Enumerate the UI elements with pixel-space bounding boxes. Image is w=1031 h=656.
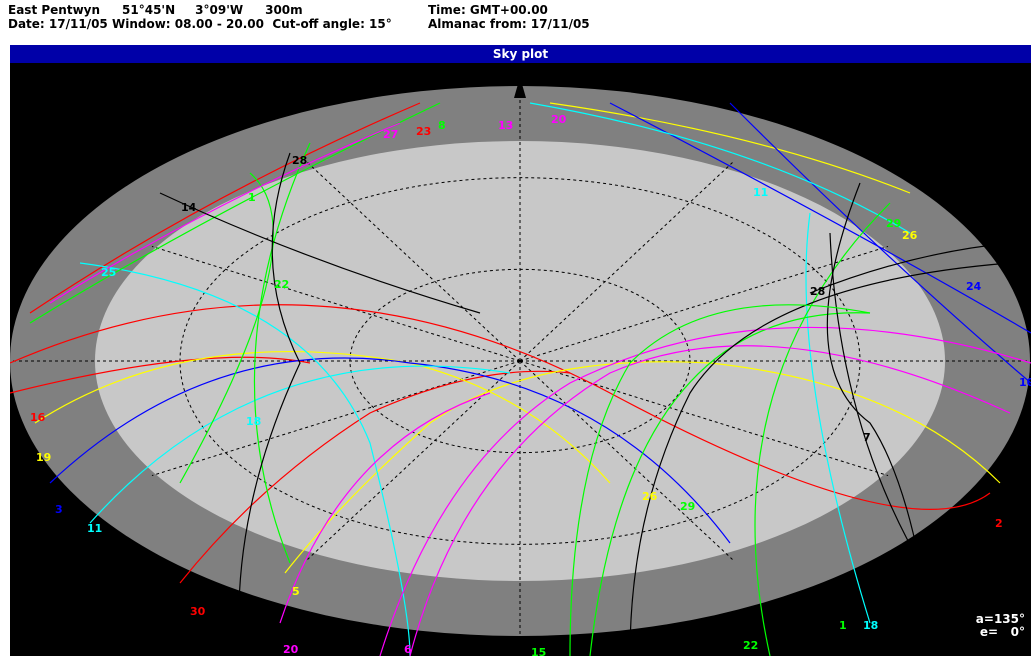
azimuth-spoke-120 — [519, 360, 889, 477]
satellite-label-14: 14 — [940, 574, 956, 587]
satellite-label-26: 26 — [642, 490, 658, 503]
sky-plot-title: Sky plot — [10, 45, 1031, 63]
satellite-label-19: 19 — [36, 451, 51, 464]
satellite-track-21-27 — [629, 262, 1011, 656]
satellite-track-23-3 — [29, 102, 421, 314]
satellite-track-22-16 — [589, 312, 871, 656]
satellite-track-8-18 — [29, 102, 441, 324]
satellite-label-22: 22 — [274, 278, 289, 291]
sky-plot-panel: Sky plot 27 23 8 13 20 28 1 14 25 22 11 29 26 24 28 10 1… — [10, 45, 1031, 656]
satellite-label-5: 5 — [292, 585, 300, 598]
header-line-1: East Pentwyn 51°45'N 3°09'W 300m — [8, 3, 303, 17]
longitude: 3°09'W — [195, 3, 244, 17]
satellite-track-14-24 — [159, 192, 481, 314]
window-label: Window: 08.00 - 20.00 — [111, 17, 265, 31]
satellite-track-25-11 — [79, 262, 411, 656]
satellite-track-2-0 — [10, 304, 991, 510]
satellite-label-15: 15 — [531, 646, 546, 656]
azimuth-spoke-330 — [307, 162, 521, 362]
satellite-track-26-6 — [549, 102, 911, 194]
satellite-label-13: 13 — [498, 119, 513, 132]
satellite-label-6: 6 — [404, 643, 412, 656]
almanac-label: Almanac from: 17/11/05 — [428, 17, 590, 31]
satellite-track-10-9 — [729, 102, 1031, 384]
satellite-label-20: 20 — [283, 643, 299, 656]
satellite-label-28: 28 — [292, 154, 307, 167]
header-line-2: Date: 17/11/05 Window: 08.00 - 20.00 Cut… — [8, 17, 392, 31]
satellite-track-20-22 — [279, 392, 491, 624]
azimuth-spoke-60 — [519, 245, 889, 362]
satellite-track-11-10 — [89, 365, 511, 524]
satellite-label-25: 25 — [101, 266, 116, 279]
satellite-track-3-7 — [49, 357, 731, 544]
elevation-readout: e= 0° — [979, 625, 1025, 639]
satellite-label-29: 29 — [680, 500, 695, 513]
satellite-label-18: 18 — [246, 415, 261, 428]
azimuth-spoke-30 — [519, 162, 733, 362]
satellite-label-20: 20 — [551, 113, 567, 126]
satellite-track-5-5 — [284, 361, 1001, 574]
satellite-label-7: 7 — [863, 431, 871, 444]
satellite-label-21: 21 — [625, 646, 640, 656]
satellite-label-27: 27 — [383, 128, 398, 141]
satellite-track-1-14 — [179, 172, 274, 484]
satellite-track-18-12 — [805, 212, 871, 624]
satellite-track-13-20 — [409, 345, 1011, 656]
satellite-label-26: 26 — [902, 229, 918, 242]
satellite-label-11: 11 — [753, 186, 768, 199]
satellite-label-1: 1 — [248, 191, 256, 204]
satellite-track-7-28 — [826, 182, 931, 624]
location-name: East Pentwyn — [8, 3, 101, 17]
satellite-label-16: 16 — [30, 411, 46, 424]
satellite-label-11: 11 — [87, 522, 102, 535]
cutoff-label: Cut-off angle: 15° — [272, 17, 392, 31]
azimuth-spoke-240 — [151, 360, 521, 477]
satellite-label-28: 28 — [810, 285, 825, 298]
satellite-track-6-21 — [379, 326, 1031, 656]
satellite-label-18: 18 — [863, 619, 878, 632]
satellite-track-14-25 — [829, 232, 961, 624]
satellite-label-1: 1 — [839, 619, 847, 632]
satellite-track-27-19 — [49, 122, 401, 304]
latitude: 51°45'N — [122, 3, 176, 17]
satellite-track-22-15 — [253, 142, 311, 564]
satellite-track-15-29 — [569, 304, 871, 656]
satellite-label-24: 24 — [966, 280, 982, 293]
satellite-label-22: 22 — [743, 639, 758, 652]
satellite-label-23: 23 — [416, 125, 431, 138]
time-label: Time: GMT+00.00 — [428, 3, 548, 17]
satellite-label-10: 10 — [1019, 376, 1031, 389]
azimuth-spoke-210 — [307, 360, 521, 560]
satellite-label-3: 3 — [55, 503, 63, 516]
sky-plot-chart: 27 23 8 13 202811425221129262428101619183117… — [10, 72, 1031, 656]
satellite-track-19-4 — [34, 351, 611, 484]
azimuth-readout: a=135° — [975, 612, 1025, 626]
date-label: Date: 17/11/05 — [8, 17, 108, 31]
height: 300m — [265, 3, 303, 17]
satellite-label-8: 8 — [438, 119, 446, 132]
azimuth-spoke-150 — [519, 360, 733, 560]
satellite-track-11-13 — [529, 102, 911, 234]
azimuth-spoke-300 — [151, 245, 521, 362]
satellite-track-24-8 — [609, 102, 1031, 334]
satellite-label-2: 2 — [995, 517, 1003, 530]
satellite-track-28-23 — [238, 152, 301, 656]
satellite-label-29: 29 — [886, 217, 901, 230]
satellite-track-28-26 — [809, 242, 1011, 294]
satellite-label-30: 30 — [190, 605, 206, 618]
north-arrow-icon — [514, 77, 526, 98]
satellite-label-14: 14 — [181, 201, 197, 214]
satellite-track-16-1 — [10, 356, 311, 394]
satellite-track-29-17 — [754, 202, 891, 656]
